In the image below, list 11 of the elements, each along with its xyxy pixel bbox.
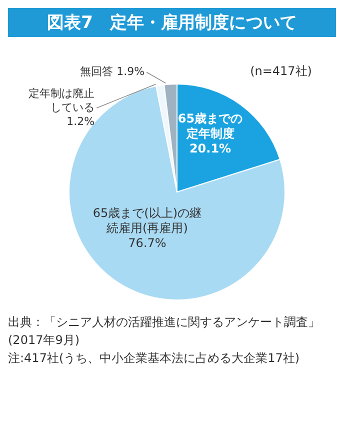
source-note: 出典：「シニア人材の活躍推進に関するアンケート調査」(2017年9月) — [8, 314, 321, 349]
chart-subtitle: (n=417社) — [250, 63, 312, 80]
data-label: 20.1% — [189, 142, 232, 156]
slice-label: 65歳まで(以上)の継続雇用(再雇用) — [92, 206, 202, 236]
slice-label: 定年制は廃止している — [28, 86, 95, 114]
data-label: 76.7% — [128, 236, 166, 250]
chart-title: 図表7 定年・雇用制度について — [8, 8, 336, 37]
slice-label: 65歳までの定年制度 — [178, 112, 243, 141]
text: 注:417社(うち、中小企業基本法に占める大企業17社) — [8, 350, 301, 367]
data-label: 1.2% — [66, 114, 95, 128]
slice-label: 無回答 1.9% — [80, 65, 145, 78]
